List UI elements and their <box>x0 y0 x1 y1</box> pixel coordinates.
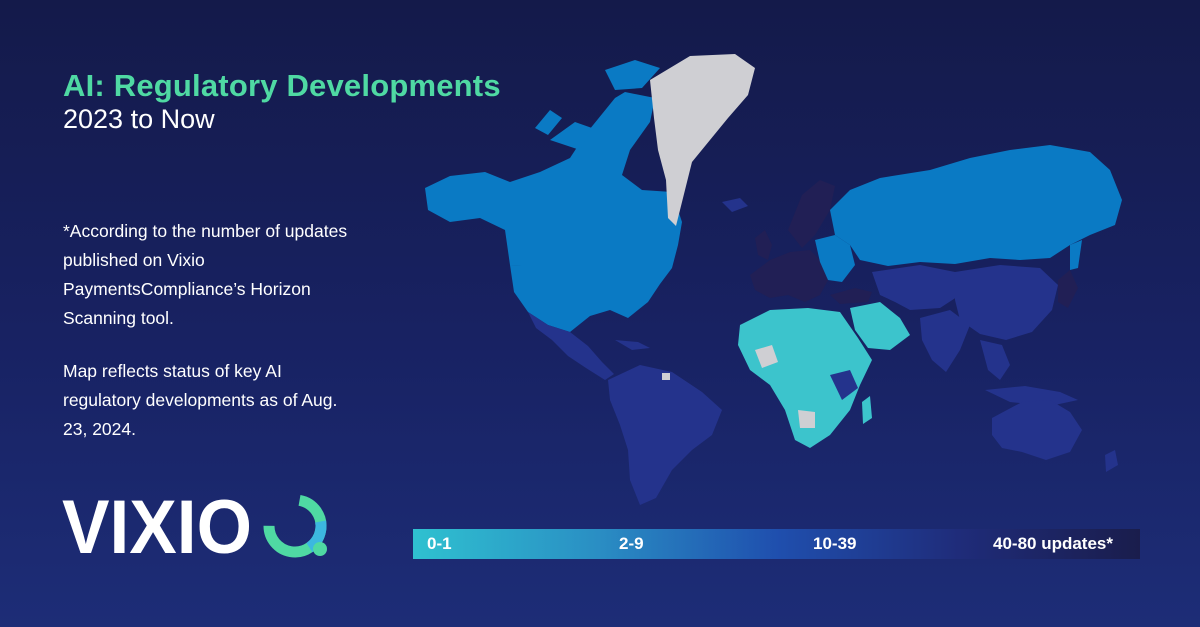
legend-range-1: 2-9 <box>619 534 644 553</box>
legend-range-0: 0-1 <box>427 534 452 553</box>
map-region-indonesia <box>985 386 1078 406</box>
map-region-central-asia <box>872 265 960 310</box>
world-map <box>425 54 1122 505</box>
map-region-india <box>920 310 970 372</box>
map-region-australia <box>992 400 1082 460</box>
map-region-arabia <box>850 302 910 350</box>
page-title: AI: Regulatory Developments <box>63 68 501 103</box>
logo-ring-icon <box>263 494 327 558</box>
map-region-south-america <box>608 365 722 505</box>
map-region-new-zealand <box>1105 450 1118 472</box>
map-region-madagascar <box>862 396 872 424</box>
map-region-russia-far-east <box>1070 240 1082 270</box>
map-region-scandinavia <box>788 180 835 248</box>
map-region-southeast-asia <box>980 340 1010 380</box>
map-region-japan <box>1058 270 1078 308</box>
map-region-canada <box>425 92 682 268</box>
map-region-europe <box>750 250 828 302</box>
legend-range-2: 10-39 <box>813 534 857 553</box>
map-region-west-africa-nodata <box>755 345 778 368</box>
map-region-east-africa <box>830 370 858 400</box>
source-note: *According to the number of updates publ… <box>63 221 348 328</box>
map-region-southern-africa-nodata <box>798 410 815 428</box>
map-region-turkey <box>830 288 872 304</box>
legend-range-3: 40-80 updates* <box>993 534 1113 553</box>
map-region-africa <box>738 308 872 448</box>
map-region-canadian-arctic <box>535 60 660 150</box>
map-region-guiana <box>662 373 670 380</box>
map-region-caribbean <box>615 340 650 350</box>
legend-scale: 0-1 2-9 10-39 40-80 updates* <box>413 529 1140 559</box>
map-region-russia <box>830 145 1122 266</box>
map-region-mexico <box>528 312 614 380</box>
map-region-usa <box>510 265 672 332</box>
map-region-china <box>955 265 1058 340</box>
map-region-eastern-europe <box>815 235 855 282</box>
map-region-greenland <box>650 54 755 226</box>
page-subtitle: 2023 to Now <box>63 104 215 134</box>
map-region-uk <box>755 230 772 260</box>
vixio-logo: VIXIO <box>62 487 327 562</box>
logo-wordmark: VIXIO <box>62 487 252 562</box>
map-region-iceland <box>722 198 748 212</box>
status-note: Map reflects status of key AI regulatory… <box>63 361 338 439</box>
